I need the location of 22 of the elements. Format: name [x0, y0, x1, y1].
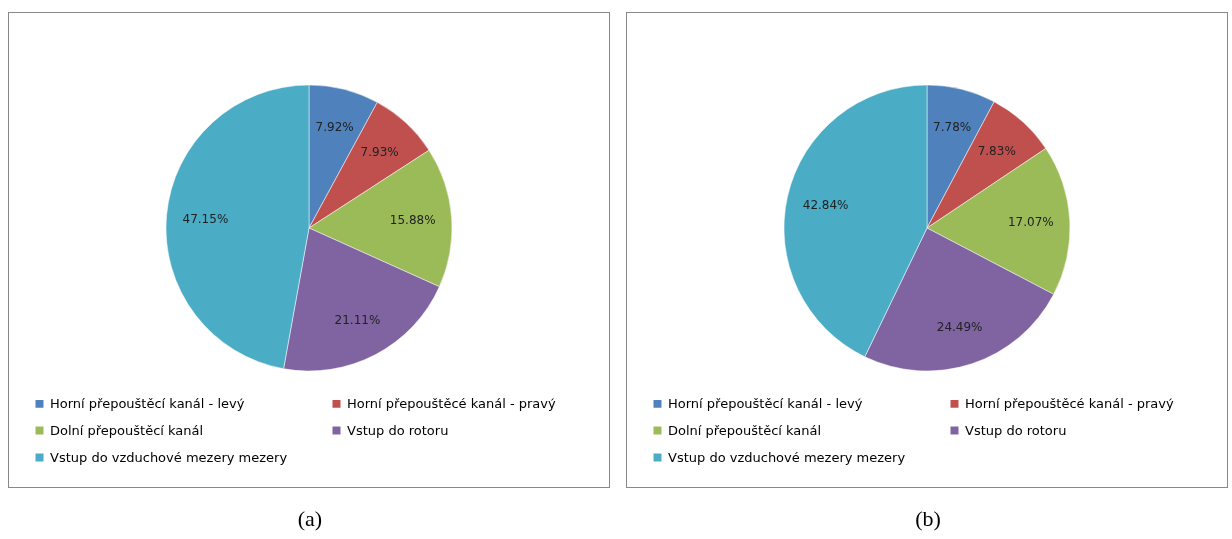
data-label: 21.11% — [334, 313, 381, 328]
legend-label: Horní přepouštěcí kanál - levý — [668, 395, 863, 411]
data-label: 7.83% — [977, 143, 1016, 158]
data-label: 24.49% — [936, 319, 983, 334]
legend-label: Vstup do vzduchové mezery mezery — [668, 449, 906, 465]
text: (a) — [296, 506, 324, 532]
data-label: 7.92% — [315, 120, 354, 135]
legend-label: Horní přepouštěcí kanál - levý — [50, 395, 245, 411]
legend-label: Horní přepouštěcé kanál - pravý — [347, 395, 557, 411]
data-label: 15.88% — [389, 213, 436, 228]
data-label: 42.84% — [802, 197, 849, 212]
legend-label: Horní přepouštěcé kanál - pravý — [965, 395, 1175, 411]
data-label: 7.78% — [933, 120, 972, 135]
legend-label: Vstup do rotoru — [965, 422, 1067, 438]
data-label: 47.15% — [182, 211, 229, 226]
legend-label: Vstup do vzduchové mezery mezery — [50, 449, 288, 465]
legend-label: Dolní přepouštěcí kanál — [50, 422, 204, 438]
text: (b) — [914, 506, 942, 532]
legend-label: Dolní přepouštěcí kanál — [668, 422, 822, 438]
legend-label: Vstup do rotoru — [347, 422, 449, 438]
data-label: 7.93% — [360, 144, 399, 159]
data-label: 17.07% — [1007, 215, 1054, 230]
